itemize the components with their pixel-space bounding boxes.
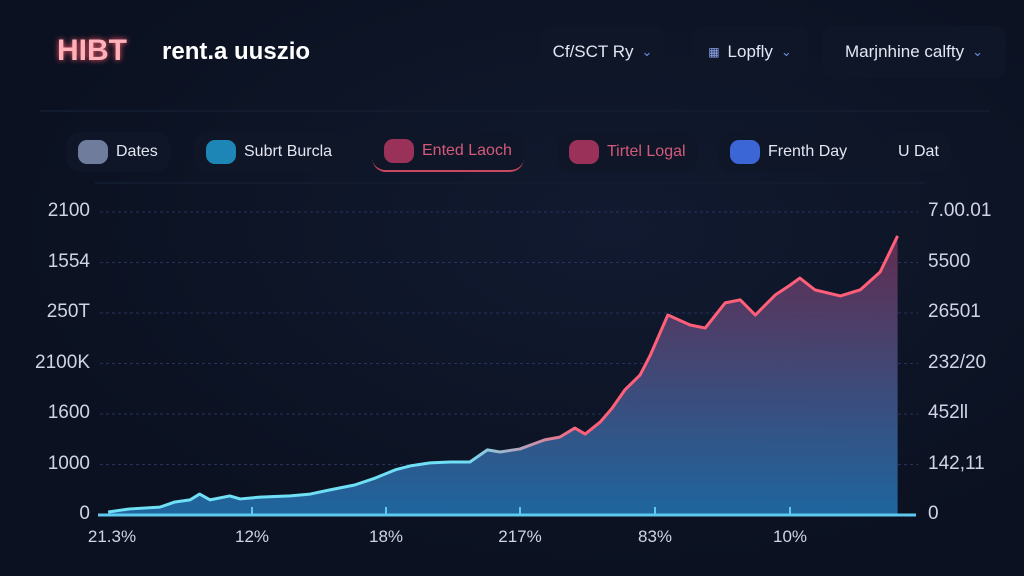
header-divider [40,110,990,112]
legend-label: Ented Laoch [422,142,512,159]
x-tick-label: 21.3% [87,527,137,546]
legend-label: Subrt Burcla [244,143,333,160]
legend-swatch [78,140,108,164]
legend-swatch [206,140,236,164]
x-tick-label: 10% [772,527,808,546]
chevron-down-icon: ⌄ [972,44,983,59]
y-tick-label-right: 0 [928,503,939,524]
y-tick-label-left: 2100K [35,351,90,373]
y-tick-label-left: 250T [46,301,90,322]
y-tick-label-left: 2100 [47,200,90,221]
chevron-down-icon: ⌄ [641,44,653,59]
x-tick-label: 12% [234,527,270,546]
legend-item-u-dat[interactable]: U Dat [886,132,951,172]
legend-item-tirtel-logal[interactable]: Tirtel Logal [557,132,698,172]
dropdown-label: Cf/SCT Ry [552,42,634,61]
dropdown-2[interactable]: ▦ Lopfly ⌄ [692,26,808,78]
grid-icon: ▦ [708,45,720,59]
y-tick-label-left: 0 [79,503,90,524]
chevron-down-icon: ⌄ [780,44,792,59]
y-tick-label-right: 26501 [928,301,981,322]
legend-label: U Dat [898,143,939,160]
y-tick-label-left: 1000 [47,452,90,474]
y-tick-label-left: 1554 [47,250,90,272]
legend-swatch [569,140,599,164]
legend-label: Tirtel Logal [607,143,686,160]
legend-label: Dates [116,143,158,160]
legend-swatch [730,140,760,164]
legend-divider [95,182,925,184]
y-tick-label-right: 452ll [928,402,969,423]
dropdown-label: Lopfly [727,42,773,61]
legend-item-subrt-burcla[interactable]: Subrt Burcla [194,132,345,172]
y-tick-label-right: 5500 [928,250,971,272]
dropdown-label: Marjnhine calfty [845,42,965,61]
dropdown-1[interactable]: Cf/SCT Ry ⌄ [540,26,665,78]
y-tick-label-right: 142,11 [928,452,985,474]
brand-logo: HIBT [57,34,127,67]
page-subtitle: rent.a uuszio [162,38,311,65]
y-tick-label-right: 7.00.01 [928,200,992,221]
y-tick-label-left: 1600 [47,402,90,423]
y-tick-label-right: 232/20 [928,351,987,373]
x-tick-label: 83% [637,527,673,546]
legend-swatch [384,139,414,163]
x-tick-label: 217% [498,527,542,546]
legend-label: Frenth Day [768,143,848,160]
dropdown-3[interactable]: Marjnhine calfty ⌄ [822,26,1006,78]
series-area [108,235,898,515]
legend-item-dates[interactable]: Dates [66,132,170,172]
series-line [107,235,899,514]
x-tick-label: 18% [368,527,404,546]
legend-item-frenth-day[interactable]: Frenth Day [718,132,860,172]
legend-item-ented-laoch[interactable]: Ented Laoch [372,132,524,172]
